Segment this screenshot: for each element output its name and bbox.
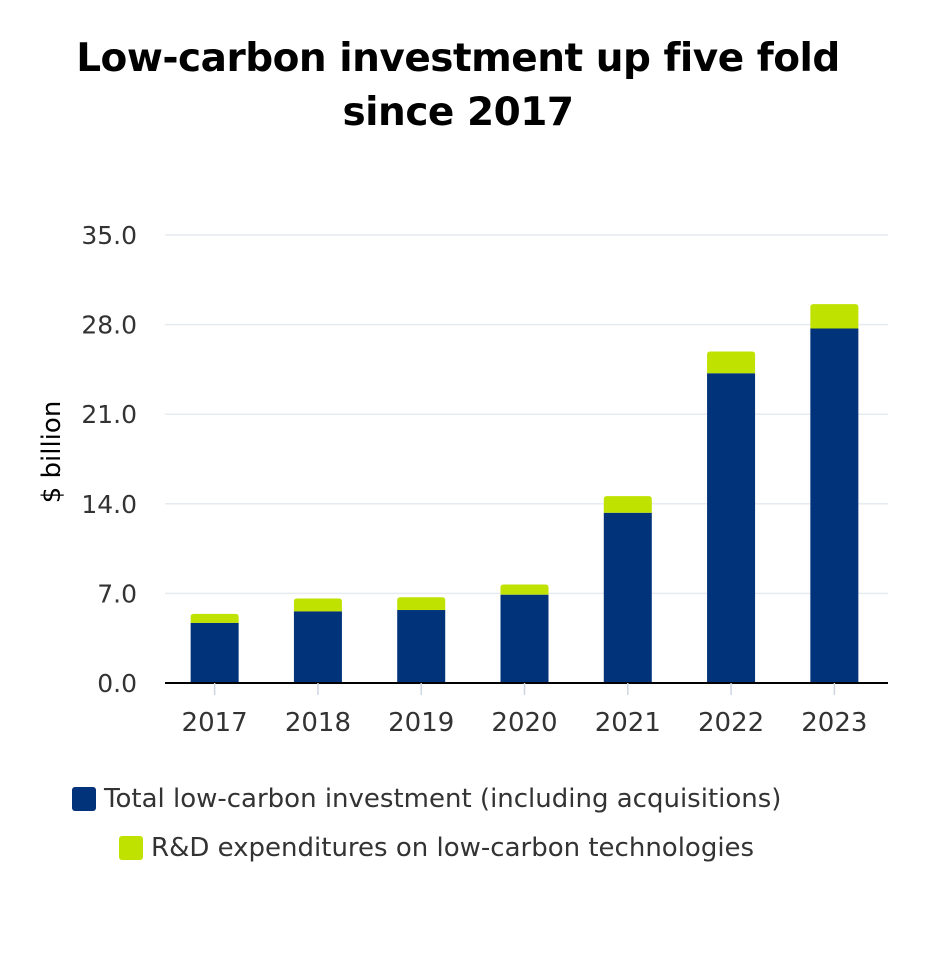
bar-total-2022[interactable] xyxy=(707,373,756,683)
chart-title: Low-carbon investment up five fold since… xyxy=(0,32,916,140)
x-tick-label: 2017 xyxy=(182,708,248,738)
y-tick-label: 21.0 xyxy=(81,400,137,429)
x-tick-label: 2019 xyxy=(388,708,454,738)
gridlines xyxy=(165,234,888,595)
legend-swatch-total xyxy=(72,787,96,811)
legend-label-total: Total low-carbon investment (including a… xyxy=(104,784,782,814)
y-tick-label: 0.0 xyxy=(97,669,137,698)
y-tick-label: 35.0 xyxy=(81,221,137,250)
x-tick-label: 2022 xyxy=(698,708,764,738)
bar-total-2023[interactable] xyxy=(810,328,859,683)
bar-rd-2022[interactable] xyxy=(707,351,756,374)
chart-title-line-2: since 2017 xyxy=(342,90,574,135)
x-tick-label: 2021 xyxy=(595,708,661,738)
bar-total-2018[interactable] xyxy=(293,611,342,683)
legend-swatch-rd xyxy=(119,836,143,860)
y-tick-label: 7.0 xyxy=(97,579,137,608)
bars xyxy=(190,304,859,683)
legend-item-rd[interactable]: R&D expenditures on low-carbon technolog… xyxy=(119,833,754,863)
bar-rd-2017[interactable] xyxy=(190,613,239,623)
bar-total-2019[interactable] xyxy=(397,610,446,683)
bar-total-2017[interactable] xyxy=(190,622,239,683)
y-tick-label: 14.0 xyxy=(81,490,137,519)
x-tick-label: 2023 xyxy=(801,708,867,738)
y-tick-label: 28.0 xyxy=(81,311,137,340)
bar-rd-2020[interactable] xyxy=(500,584,549,595)
x-tick-label: 2018 xyxy=(285,708,351,738)
x-axis-ticks: 2017 2018 2019 2020 2021 2022 2023 xyxy=(182,683,867,738)
x-tick-label: 2020 xyxy=(491,708,557,738)
bar-rd-2019[interactable] xyxy=(397,597,446,611)
chart-title-line-1: Low-carbon investment up five fold xyxy=(76,36,840,81)
bar-total-2021[interactable] xyxy=(603,512,652,683)
legend-label-rd: R&D expenditures on low-carbon technolog… xyxy=(151,833,755,863)
bar-rd-2018[interactable] xyxy=(293,598,342,612)
legend-item-total[interactable]: Total low-carbon investment (including a… xyxy=(72,784,781,814)
bar-chart: 0.07.014.021.028.035.0 $ billion 2017 201… xyxy=(37,221,888,738)
bar-total-2020[interactable] xyxy=(500,594,549,683)
y-axis-ticks: 0.0 7.0 14.0 21.0 28.0 35.0 xyxy=(81,221,137,698)
bar-rd-2021[interactable] xyxy=(603,496,652,513)
bar-rd-2023[interactable] xyxy=(810,304,859,329)
y-axis-label: $ billion xyxy=(37,401,67,504)
